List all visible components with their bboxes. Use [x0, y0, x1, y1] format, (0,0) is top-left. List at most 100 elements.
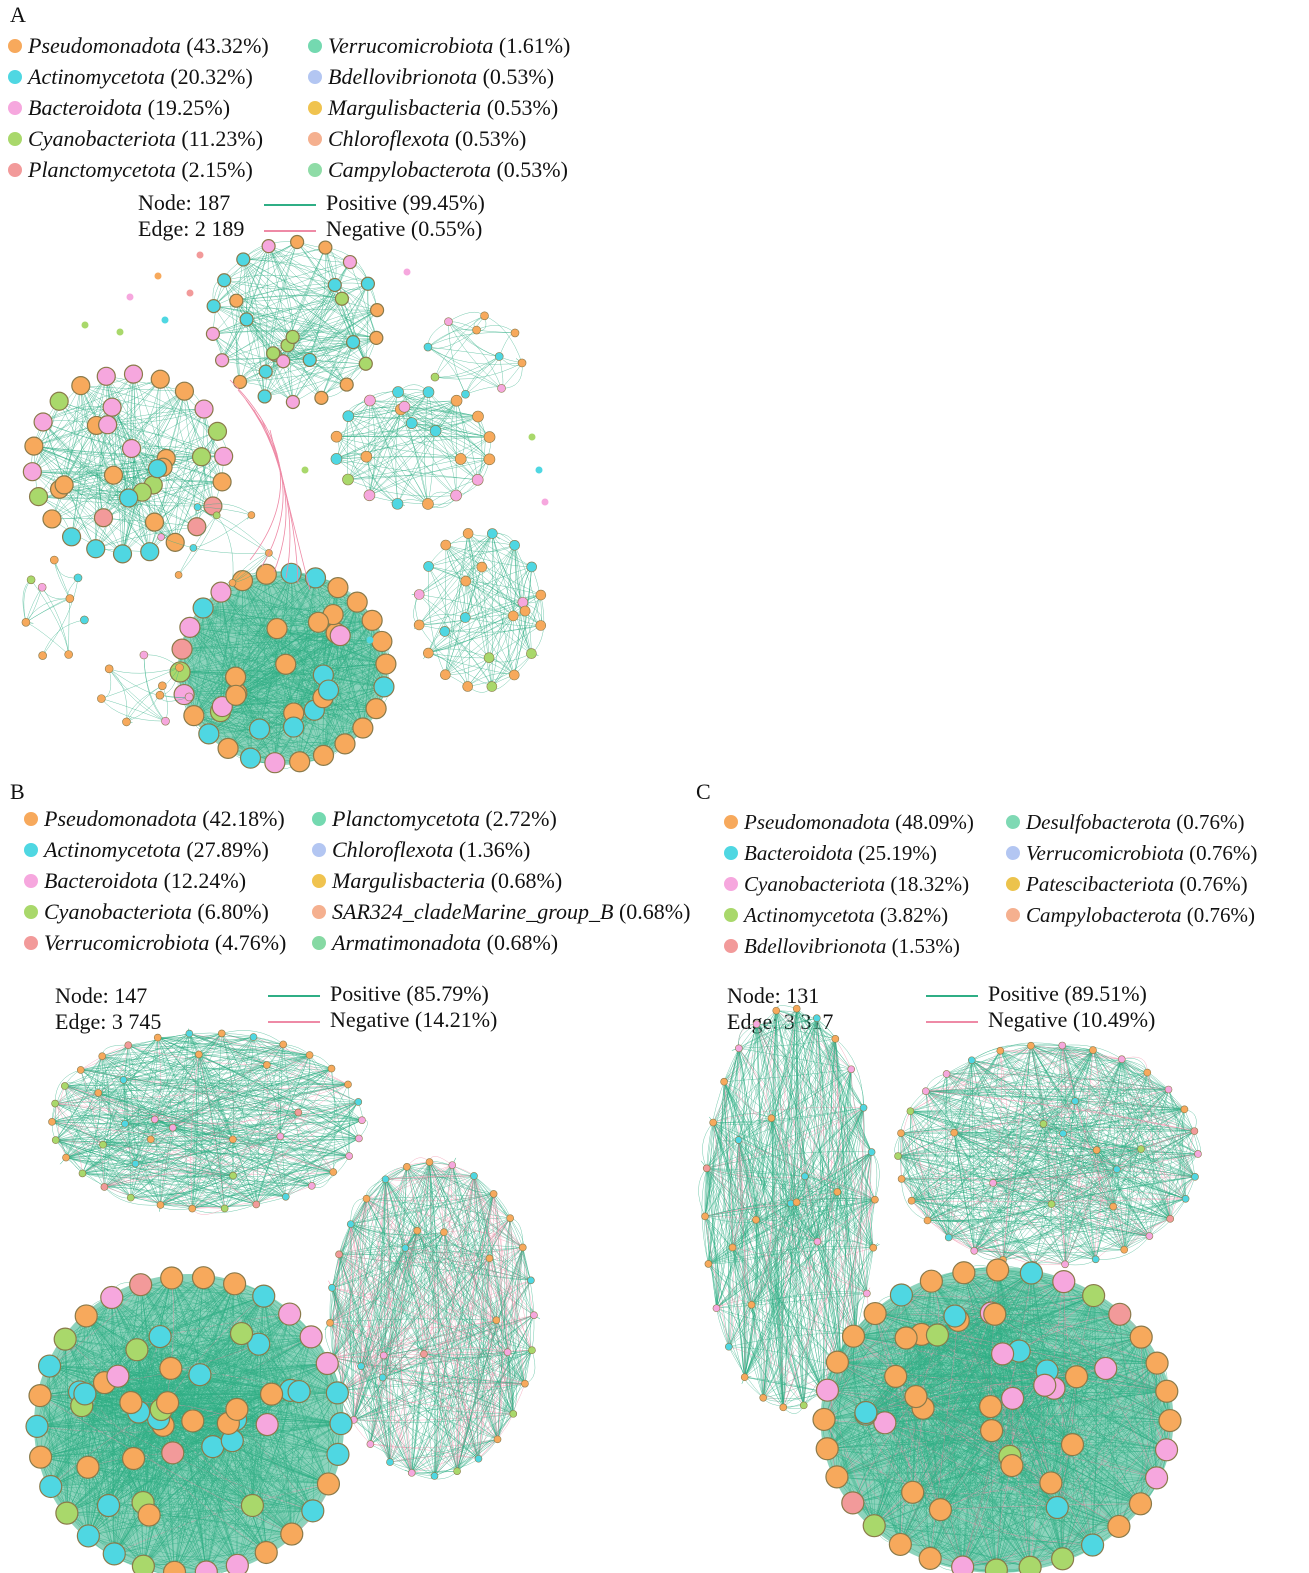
network-edge [353, 1419, 435, 1477]
network-edge [338, 1179, 386, 1255]
network-edge [329, 1193, 494, 1324]
network-edge [505, 1218, 514, 1414]
network-edge [256, 1171, 334, 1205]
network-edge [385, 1175, 475, 1180]
taxon-name: Campylobacterota [328, 157, 491, 182]
network-node [483, 453, 496, 466]
network-edge [33, 445, 155, 523]
network-edge [135, 1033, 190, 1164]
network-edge [143, 1502, 313, 1513]
network-node [49, 391, 69, 411]
network-edge [489, 1258, 498, 1440]
network-node [334, 733, 356, 755]
network-edge [385, 1179, 412, 1473]
network-edge [296, 241, 377, 339]
network-edge [467, 533, 532, 568]
network-node [124, 1041, 133, 1050]
network-node [506, 1214, 514, 1222]
network-edge [264, 363, 366, 397]
network-edge [51, 391, 185, 520]
network-edge [465, 356, 500, 395]
network-edge [172, 1127, 312, 1187]
network-node [526, 648, 537, 659]
network-node [181, 1409, 205, 1433]
network-node [195, 1050, 203, 1059]
taxon-percent: (0.76%) [1176, 810, 1245, 834]
isolated-node [161, 316, 169, 324]
legend-item: Cyanobacteriota (18.32%) [724, 869, 969, 900]
network-edge [193, 632, 337, 716]
network-edge [331, 1287, 533, 1351]
network-edge [159, 1336, 214, 1447]
network-edge [104, 1173, 234, 1188]
network-edge [208, 580, 243, 734]
network-edge [406, 1166, 531, 1281]
network-edge [456, 1315, 535, 1472]
network-edge [369, 400, 429, 505]
network-edge [445, 544, 532, 654]
legend-item: SAR324_cladeMarine_group_B (0.68%) [312, 896, 690, 927]
network-edge [235, 663, 386, 678]
network-stats-a: Node: 187 Edge: 2 189 [138, 190, 244, 242]
network-edge [135, 1068, 332, 1164]
network-edge [419, 602, 523, 626]
network-node [121, 1446, 146, 1471]
network-node [225, 1553, 249, 1573]
network-edge [366, 456, 429, 505]
negative-line-swatch [264, 229, 316, 232]
network-edge [236, 294, 342, 301]
network-edge [522, 1247, 532, 1384]
taxon-percent: (48.09%) [895, 810, 974, 834]
network-edge [429, 1161, 523, 1248]
network-edge [213, 305, 377, 339]
taxon-percent: (20.32%) [170, 64, 253, 89]
network-graph-c [698, 1004, 1202, 1573]
network-edge [111, 407, 155, 523]
network-edge [465, 545, 515, 618]
network-edge [149, 1423, 342, 1516]
network-edge [71, 408, 205, 537]
network-edge [160, 1119, 363, 1206]
network-edge [80, 1069, 363, 1121]
network-edge [250, 727, 363, 759]
network-edge [65, 1157, 136, 1165]
network-edge [423, 1351, 508, 1359]
network-node [206, 299, 221, 314]
network-edge [55, 1045, 129, 1141]
network-edge [522, 1247, 535, 1351]
network-edge [452, 1165, 498, 1440]
network-edge [427, 315, 485, 348]
network-edge [65, 1033, 190, 1158]
network-edge [369, 400, 457, 496]
network-node [252, 1284, 276, 1308]
network-node [217, 737, 239, 759]
network-edge [465, 356, 500, 395]
network-edge [311, 1171, 334, 1187]
network-edge [122, 374, 134, 554]
network-edge [160, 379, 223, 482]
network-edge [473, 1175, 524, 1248]
network-node [223, 1272, 247, 1296]
network-edge [331, 1287, 384, 1356]
taxon-name: Pseudomonadota [744, 810, 890, 834]
network-edge [203, 607, 385, 688]
taxon-name: Bdellovibrionota [328, 64, 478, 89]
network-edge [58, 401, 154, 486]
network-edge [236, 295, 342, 301]
legend-item: Pseudomonadota (48.09%) [724, 807, 974, 838]
positive-label: Positive (85.79%) [330, 981, 489, 1006]
network-edge [222, 706, 346, 745]
network-edge [150, 1033, 190, 1140]
network-node [97, 694, 106, 703]
network-node [161, 1441, 185, 1465]
taxon-percent: (0.53%) [482, 64, 555, 89]
network-node [450, 394, 463, 407]
network-edge [109, 668, 160, 696]
network-edge [140, 1284, 145, 1503]
network-edge [336, 458, 398, 504]
network-edge [157, 1037, 286, 1197]
network-node [405, 417, 418, 429]
network-edge [329, 1322, 371, 1445]
network-edge [266, 1363, 328, 1553]
network-edge [216, 515, 270, 554]
